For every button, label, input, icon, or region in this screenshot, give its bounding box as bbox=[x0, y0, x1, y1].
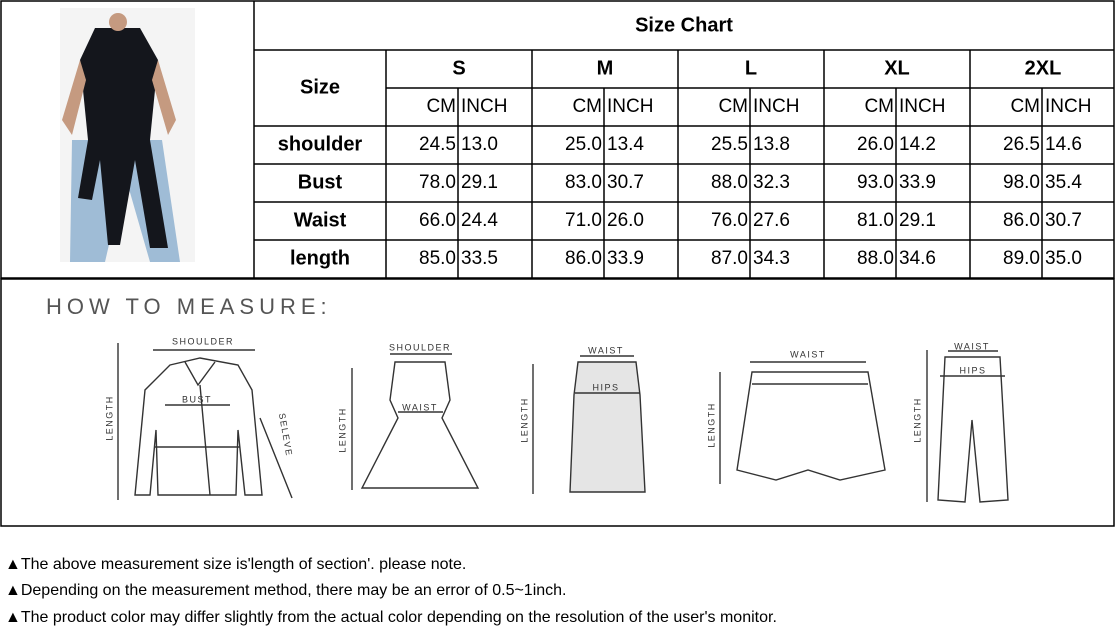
cell-value: 33.9 bbox=[899, 172, 936, 193]
size-header: Size bbox=[300, 76, 340, 98]
row-label: length bbox=[290, 247, 350, 269]
cell-value: 86.0 bbox=[1003, 210, 1040, 231]
diagram-label: LENGTH bbox=[519, 397, 529, 443]
cell-value: 26.0 bbox=[857, 134, 894, 155]
cell-value: 98.0 bbox=[1003, 172, 1040, 193]
diagram-label: LENGTH bbox=[104, 395, 114, 441]
cell-value: 35.0 bbox=[1045, 248, 1082, 269]
cell-value: 86.0 bbox=[565, 248, 602, 269]
cell-value: 33.5 bbox=[461, 248, 498, 269]
cell-value: 30.7 bbox=[1045, 210, 1082, 231]
unit-label: INCH bbox=[899, 96, 945, 117]
unit-label: CM bbox=[1010, 96, 1040, 117]
cell-value: 25.0 bbox=[565, 134, 602, 155]
cell-value: 34.6 bbox=[899, 248, 936, 269]
unit-label: INCH bbox=[753, 96, 799, 117]
cell-value: 66.0 bbox=[419, 210, 456, 231]
cell-value: 24.5 bbox=[419, 134, 456, 155]
cell-value: 24.4 bbox=[461, 210, 498, 231]
diagram-label: HIPS bbox=[959, 365, 986, 375]
diagram-label: LENGTH bbox=[337, 407, 347, 453]
cell-value: 25.5 bbox=[711, 134, 748, 155]
cell-value: 13.0 bbox=[461, 134, 498, 155]
diagram-label: HIPS bbox=[592, 382, 619, 392]
size-label: M bbox=[597, 57, 614, 79]
unit-label: CM bbox=[864, 96, 894, 117]
measure-box bbox=[0, 278, 1115, 527]
diagram-label: LENGTH bbox=[706, 402, 716, 448]
unit-label: INCH bbox=[607, 96, 653, 117]
cell-value: 26.5 bbox=[1003, 134, 1040, 155]
cell-value: 34.3 bbox=[753, 248, 790, 269]
cell-value: 89.0 bbox=[1003, 248, 1040, 269]
table-title: Size Chart bbox=[635, 14, 733, 36]
unit-label: CM bbox=[718, 96, 748, 117]
cell-value: 76.0 bbox=[711, 210, 748, 231]
diagram-label: WAIST bbox=[954, 341, 990, 351]
diagram-label: WAIST bbox=[402, 402, 438, 412]
product-photo bbox=[60, 8, 195, 262]
note: ▲Depending on the measurement method, th… bbox=[5, 582, 567, 599]
diagram-label: BUST bbox=[182, 394, 212, 404]
dress-diagram: SHOULDER WAIST LENGTH bbox=[337, 342, 480, 490]
row-label: shoulder bbox=[278, 133, 363, 155]
diagram-label: SHOULDER bbox=[389, 342, 451, 352]
cell-value: 30.7 bbox=[607, 172, 644, 193]
cell-value: 14.6 bbox=[1045, 134, 1082, 155]
cell-value: 13.4 bbox=[607, 134, 644, 155]
unit-label: INCH bbox=[1045, 96, 1091, 117]
cell-value: 87.0 bbox=[711, 248, 748, 269]
cell-value: 93.0 bbox=[857, 172, 894, 193]
diagram-label: LENGTH bbox=[912, 397, 922, 443]
unit-label: INCH bbox=[461, 96, 507, 117]
note: ▲The product color may differ slightly f… bbox=[5, 609, 777, 626]
measure-title: HOW TO MEASURE: bbox=[46, 294, 332, 319]
cell-value: 29.1 bbox=[899, 210, 936, 231]
diagram-label: WAIST bbox=[588, 345, 624, 355]
diagram-label: SHOULDER bbox=[172, 336, 234, 346]
cell-value: 71.0 bbox=[565, 210, 602, 231]
cell-value: 88.0 bbox=[711, 172, 748, 193]
cell-value: 26.0 bbox=[607, 210, 644, 231]
cell-value: 32.3 bbox=[753, 172, 790, 193]
size-label: XL bbox=[884, 57, 910, 79]
cell-value: 78.0 bbox=[419, 172, 456, 193]
cell-value: 33.9 bbox=[607, 248, 644, 269]
row-label: Bust bbox=[298, 171, 343, 193]
row-label: Waist bbox=[294, 209, 347, 231]
cell-value: 35.4 bbox=[1045, 172, 1082, 193]
note: ▲The above measurement size is'length of… bbox=[5, 556, 466, 573]
skirt-diagram: WAIST HIPS LENGTH bbox=[519, 345, 646, 494]
size-label: 2XL bbox=[1025, 57, 1062, 79]
unit-label: CM bbox=[426, 96, 456, 117]
diagram-label: SELEVE bbox=[277, 412, 294, 457]
size-label: L bbox=[745, 57, 757, 79]
cell-value: 29.1 bbox=[461, 172, 498, 193]
cell-value: 83.0 bbox=[565, 172, 602, 193]
pants-diagram: WAIST HIPS LENGTH bbox=[912, 341, 1009, 503]
cell-value: 88.0 bbox=[857, 248, 894, 269]
jacket-diagram: SHOULDER BUST LENGTH SELEVE bbox=[104, 336, 294, 500]
cell-value: 13.8 bbox=[753, 134, 790, 155]
size-label: S bbox=[452, 57, 465, 79]
diagram-label: WAIST bbox=[790, 349, 826, 359]
cell-value: 81.0 bbox=[857, 210, 894, 231]
cell-value: 85.0 bbox=[419, 248, 456, 269]
unit-label: CM bbox=[572, 96, 602, 117]
cell-value: 14.2 bbox=[899, 134, 936, 155]
cell-value: 27.6 bbox=[753, 210, 790, 231]
shorts-diagram: WAIST LENGTH bbox=[706, 349, 886, 484]
